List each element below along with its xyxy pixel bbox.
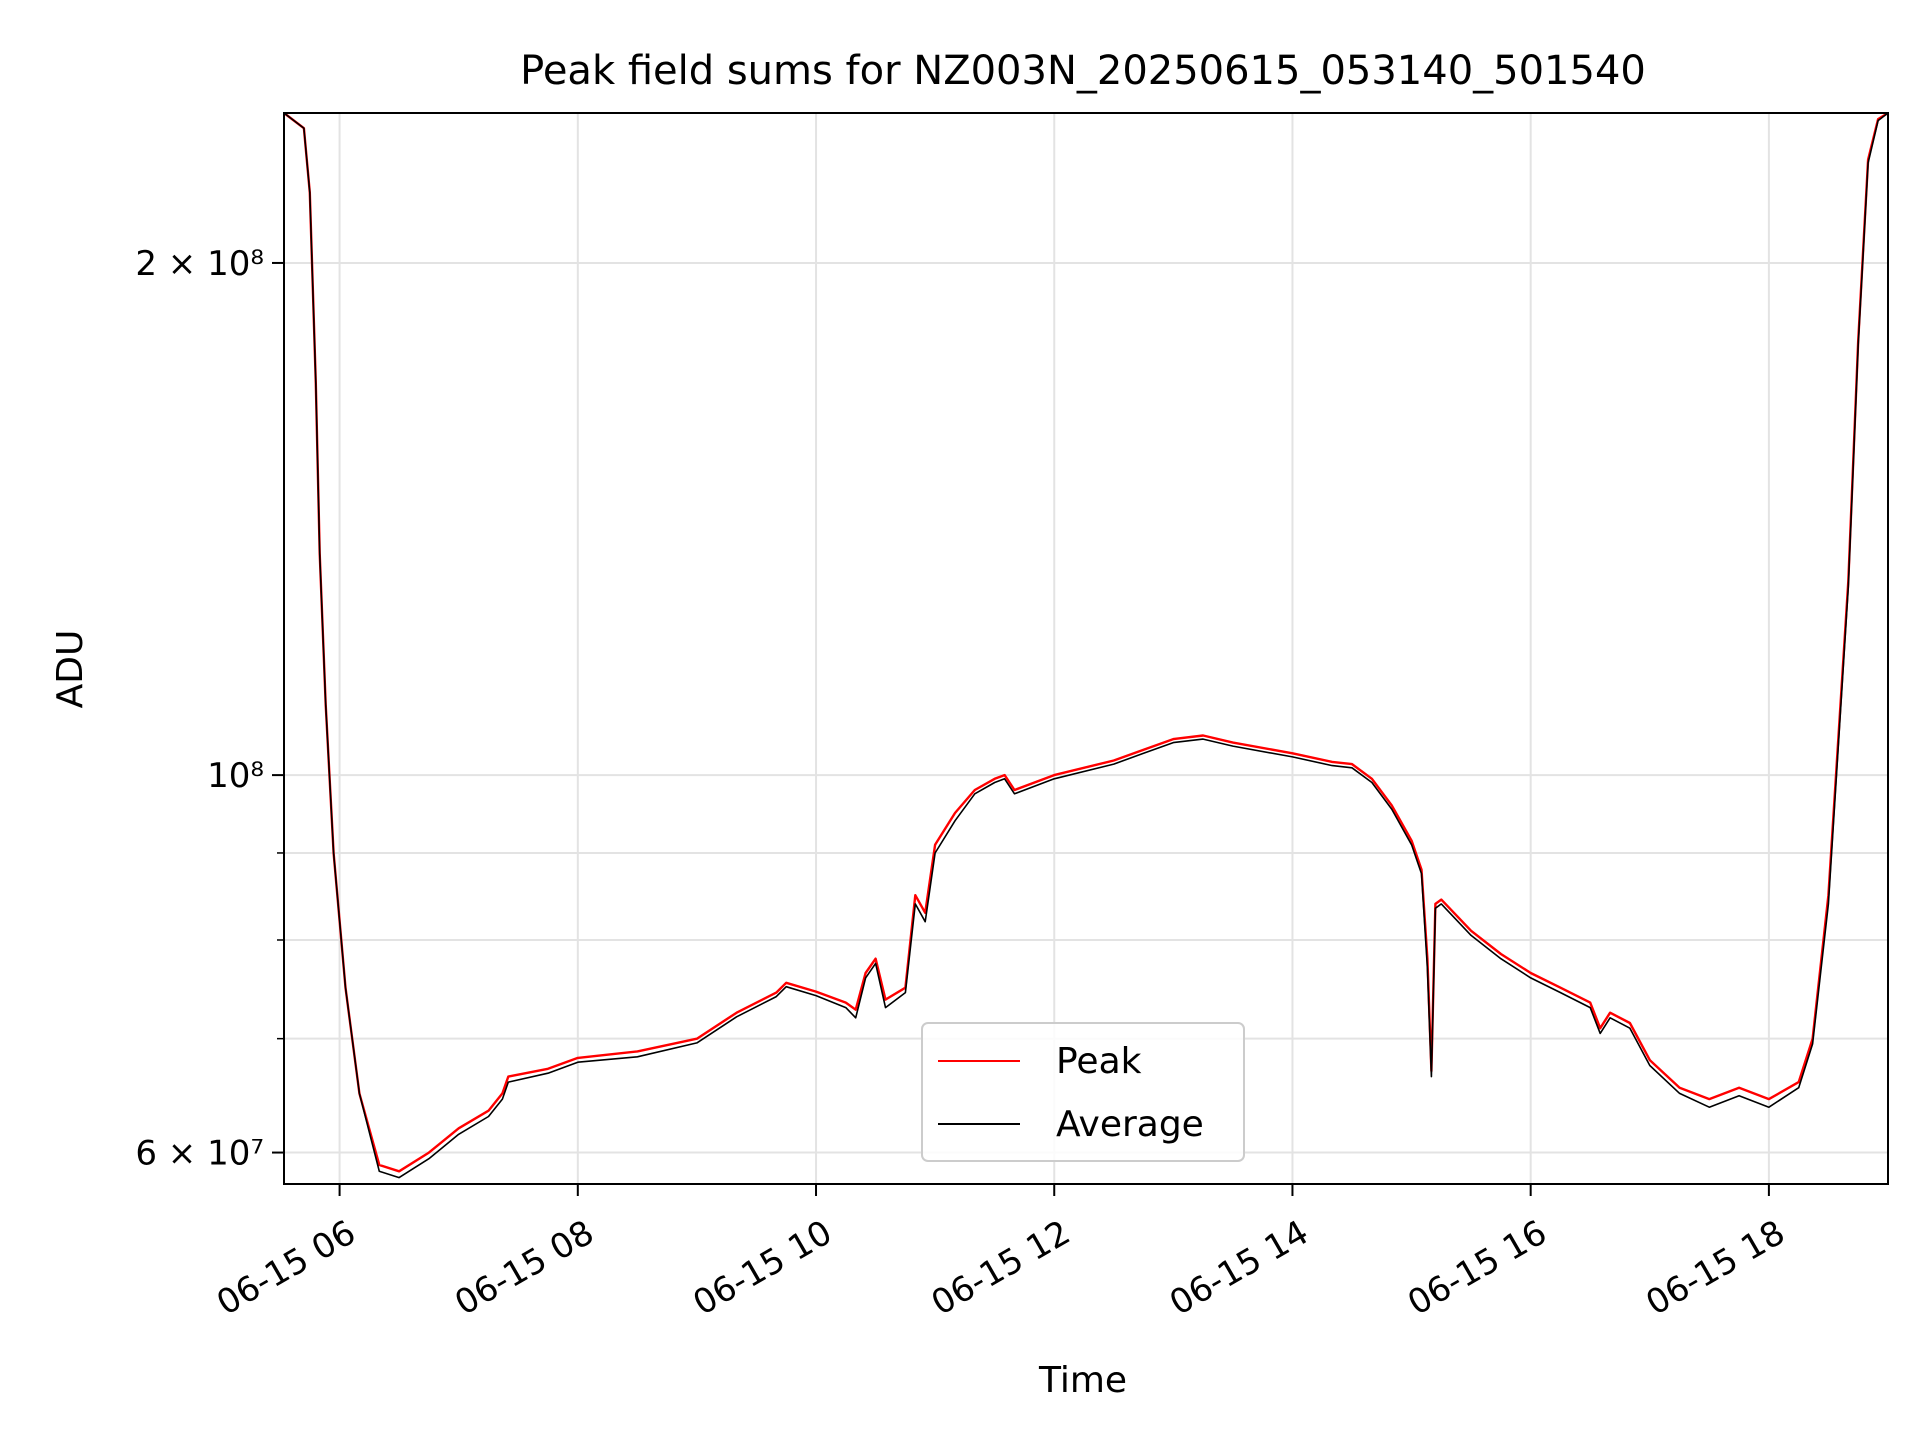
x-axis: 06-15 06 06-15 08 06-15 10 06-15 12 06-15 14… (210, 1184, 1792, 1324)
x-tick-label: 06-15 08 (448, 1213, 600, 1324)
x-tick-label: 06-15 10 (687, 1213, 839, 1324)
y-axis: 6 × 10⁷ 10⁸ 2 × 10⁸ (135, 244, 284, 1174)
y-tick-label: 6 × 10⁷ (135, 1134, 264, 1174)
legend-label: Peak (1056, 1041, 1142, 1082)
x-tick-label: 06-15 18 (1639, 1213, 1791, 1324)
plot-frame (283, 112, 1889, 1185)
y-tick-label: 10⁸ (207, 756, 264, 796)
series-layer (283, 111, 1889, 1179)
grid (284, 113, 1888, 1184)
legend-box (921, 1022, 1245, 1162)
x-tick-label: 06-15 16 (1401, 1213, 1553, 1324)
legend: Peak Average (921, 1022, 1245, 1162)
x-tick-label: 06-15 06 (210, 1213, 362, 1324)
y-tick-label: 2 × 10⁸ (135, 244, 264, 284)
series-line-peak (283, 111, 1889, 1173)
x-tick-label: 06-15 12 (925, 1213, 1077, 1324)
chart-title: Peak field sums for NZ003N_20250615_0531… (520, 48, 1646, 94)
legend-label: Average (1056, 1104, 1204, 1145)
series-line-average (283, 112, 1889, 1179)
x-axis-label: Time (1038, 1360, 1127, 1401)
x-tick-label: 06-15 14 (1163, 1213, 1315, 1324)
y-axis-label: ADU (50, 630, 91, 709)
